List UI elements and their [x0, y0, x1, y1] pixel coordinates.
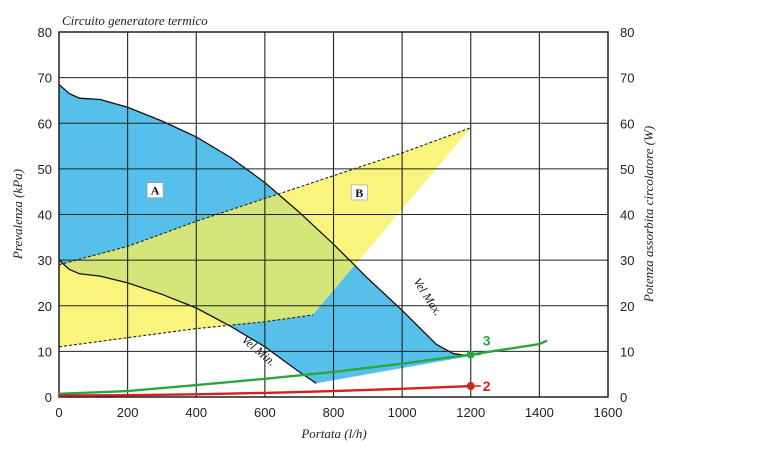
dashed-borders-layer: [58, 127, 471, 348]
y-tick-label: 20: [38, 299, 52, 314]
x-tick-label: 1400: [525, 405, 554, 420]
region-label-box: [350, 184, 368, 201]
y-axis-right-label: Potenza assorbita circolatore (W): [641, 126, 656, 303]
x-tick-label: 200: [117, 405, 139, 420]
point-label-2: 2: [483, 378, 491, 394]
y-right-tick-label: 60: [620, 116, 634, 131]
y-right-tick-label: 10: [620, 344, 634, 359]
y-right-tick-label: 30: [620, 253, 634, 268]
y-tick-label: 70: [38, 71, 52, 86]
series-line-3: [57, 339, 548, 395]
x-tick-label: 1200: [456, 405, 485, 420]
y-tick-label: 80: [38, 25, 52, 40]
y-tick-label: 40: [38, 208, 52, 223]
x-tick-label: 800: [323, 405, 345, 420]
y-right-tick-label: 20: [620, 299, 634, 314]
curve-b-upper: [58, 127, 471, 266]
x-tick-label: 600: [254, 405, 276, 420]
y-tick-label: 0: [45, 390, 52, 405]
region-label-a: A: [151, 184, 160, 198]
chart-title: Circuito generatore termico: [62, 13, 208, 28]
curve-vel-min: [58, 259, 317, 384]
y-right-tick-label: 80: [620, 25, 634, 40]
y-right-tick-label: 40: [620, 208, 634, 223]
y-axis-label: Prevalenza (kPa): [10, 169, 25, 260]
point-2: [466, 382, 475, 391]
y-right-tick-label: 70: [620, 71, 634, 86]
x-axis-label: Portata (l/h): [300, 426, 366, 441]
region-label-b: B: [355, 186, 363, 200]
series-layer: 32: [57, 333, 548, 397]
x-tick-label: 0: [55, 405, 62, 420]
y-tick-label: 30: [38, 253, 52, 268]
curve-b-lower: [58, 314, 313, 348]
plot-frame: [58, 31, 609, 398]
series-line-2: [57, 384, 472, 397]
curve-label: Vel Max.: [410, 275, 445, 318]
curve-vel-max: [58, 84, 471, 357]
y-tick-label: 60: [38, 116, 52, 131]
y-tick-label: 50: [38, 162, 52, 177]
x-tick-label: 1600: [594, 405, 623, 420]
grid-layer: 0 200 400 600 800 1000 1200 1400 160001020304050…: [38, 25, 635, 420]
point-label-3: 3: [483, 333, 491, 349]
point-3: [466, 350, 475, 359]
x-tick-label: 400: [185, 405, 207, 420]
y-right-tick-label: 50: [620, 162, 634, 177]
region-label-box: [146, 182, 164, 198]
y-tick-label: 10: [38, 344, 52, 359]
x-tick-label: 1000: [388, 405, 417, 420]
y-right-tick-label: 0: [620, 390, 627, 405]
